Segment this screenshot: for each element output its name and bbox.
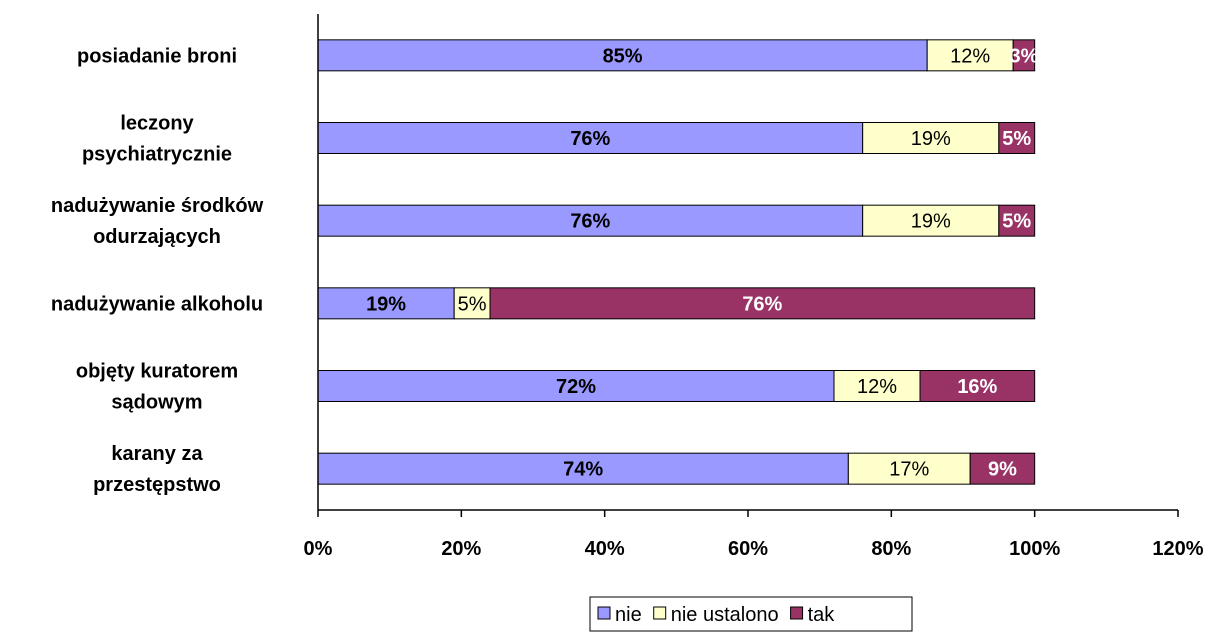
data-label-nie-2: 76% [570, 211, 610, 233]
category-label-0: posiadanie broni [77, 45, 237, 67]
category-label-2: nadużywanie środków odurzających [51, 195, 264, 248]
data-label-tak-3: 76% [742, 293, 782, 315]
bar-tak-2 [998, 204, 1036, 237]
legend-label-tak: tak [808, 604, 836, 626]
bar-nie-5 [317, 452, 849, 485]
data-label-tak-0: 3% [1009, 45, 1038, 67]
bar-nie-ustalono-0 [926, 39, 1014, 72]
data-label-nie-4: 72% [556, 376, 596, 398]
legend-swatch-nie-ustalono [653, 606, 667, 620]
data-label-nie-ustalono-5: 17% [889, 459, 929, 481]
bar-tak-5 [969, 452, 1036, 485]
bar-tak-3 [489, 287, 1036, 320]
x-tick-label-6: 120% [1152, 538, 1203, 560]
x-tick-label-3: 60% [728, 538, 768, 560]
x-tick-label-1: 20% [441, 538, 481, 560]
bar-nie-ustalono-4 [833, 370, 921, 402]
bar-nie-ustalono-5 [847, 452, 971, 485]
data-label-tak-5: 9% [988, 459, 1017, 481]
data-label-nie-0: 85% [603, 45, 643, 67]
category-label-4: objęty kuratorem sądowym [76, 361, 238, 414]
data-label-tak-1: 5% [1002, 128, 1031, 150]
legend-box [589, 596, 913, 632]
data-label-tak-4: 16% [957, 376, 997, 398]
bar-labels-group: 85% 12% 3% 76% 19% 5% 76% 19% 5% 19% 5% 76% 72% 12% 16… [366, 45, 1039, 480]
data-label-nie-ustalono-0: 12% [950, 45, 990, 67]
x-tick-label-4: 80% [871, 538, 911, 560]
category-label-5: karany za przestępstwo [93, 443, 221, 496]
legend-swatch-nie [597, 606, 611, 620]
x-tick-label-2: 40% [585, 538, 625, 560]
x-tick-label-0: 0% [304, 538, 333, 560]
category-labels-group: posiadanie broni leczony psychiatrycznie na… [51, 45, 264, 496]
bars-group [317, 39, 1036, 485]
data-label-nie-3: 19% [366, 293, 406, 315]
data-label-tak-2: 5% [1002, 211, 1031, 233]
data-label-nie-5: 74% [563, 459, 603, 481]
legend-swatch-tak [790, 606, 804, 620]
legend-label-nie-ustalono: nie ustalono [671, 604, 779, 626]
legend-label-nie: nie [615, 604, 642, 626]
legend: nie nie ustalono tak [589, 596, 913, 632]
bar-nie-ustalono-3 [453, 287, 491, 320]
bar-tak-1 [998, 122, 1036, 154]
category-label-1: leczony psychiatrycznie [82, 113, 232, 166]
data-label-nie-1: 76% [570, 128, 610, 150]
bar-nie-0 [317, 39, 928, 72]
bar-tak-4 [919, 370, 1036, 402]
bar-nie-1 [317, 122, 864, 154]
category-label-3: nadużywanie alkoholu [51, 293, 263, 315]
bar-nie-4 [317, 370, 835, 402]
data-label-nie-ustalono-3: 5% [458, 293, 487, 315]
bar-tak-0 [1012, 39, 1036, 72]
data-label-nie-ustalono-2: 19% [911, 211, 951, 233]
x-tick-label-5: 100% [1009, 538, 1060, 560]
bar-nie-2 [317, 204, 864, 237]
x-ticks-group: 0% 20% 40% 60% 80% 100% 120% [304, 510, 1204, 560]
data-label-nie-ustalono-1: 19% [911, 128, 951, 150]
data-label-nie-ustalono-4: 12% [857, 376, 897, 398]
bar-nie-ustalono-1 [862, 122, 1000, 154]
